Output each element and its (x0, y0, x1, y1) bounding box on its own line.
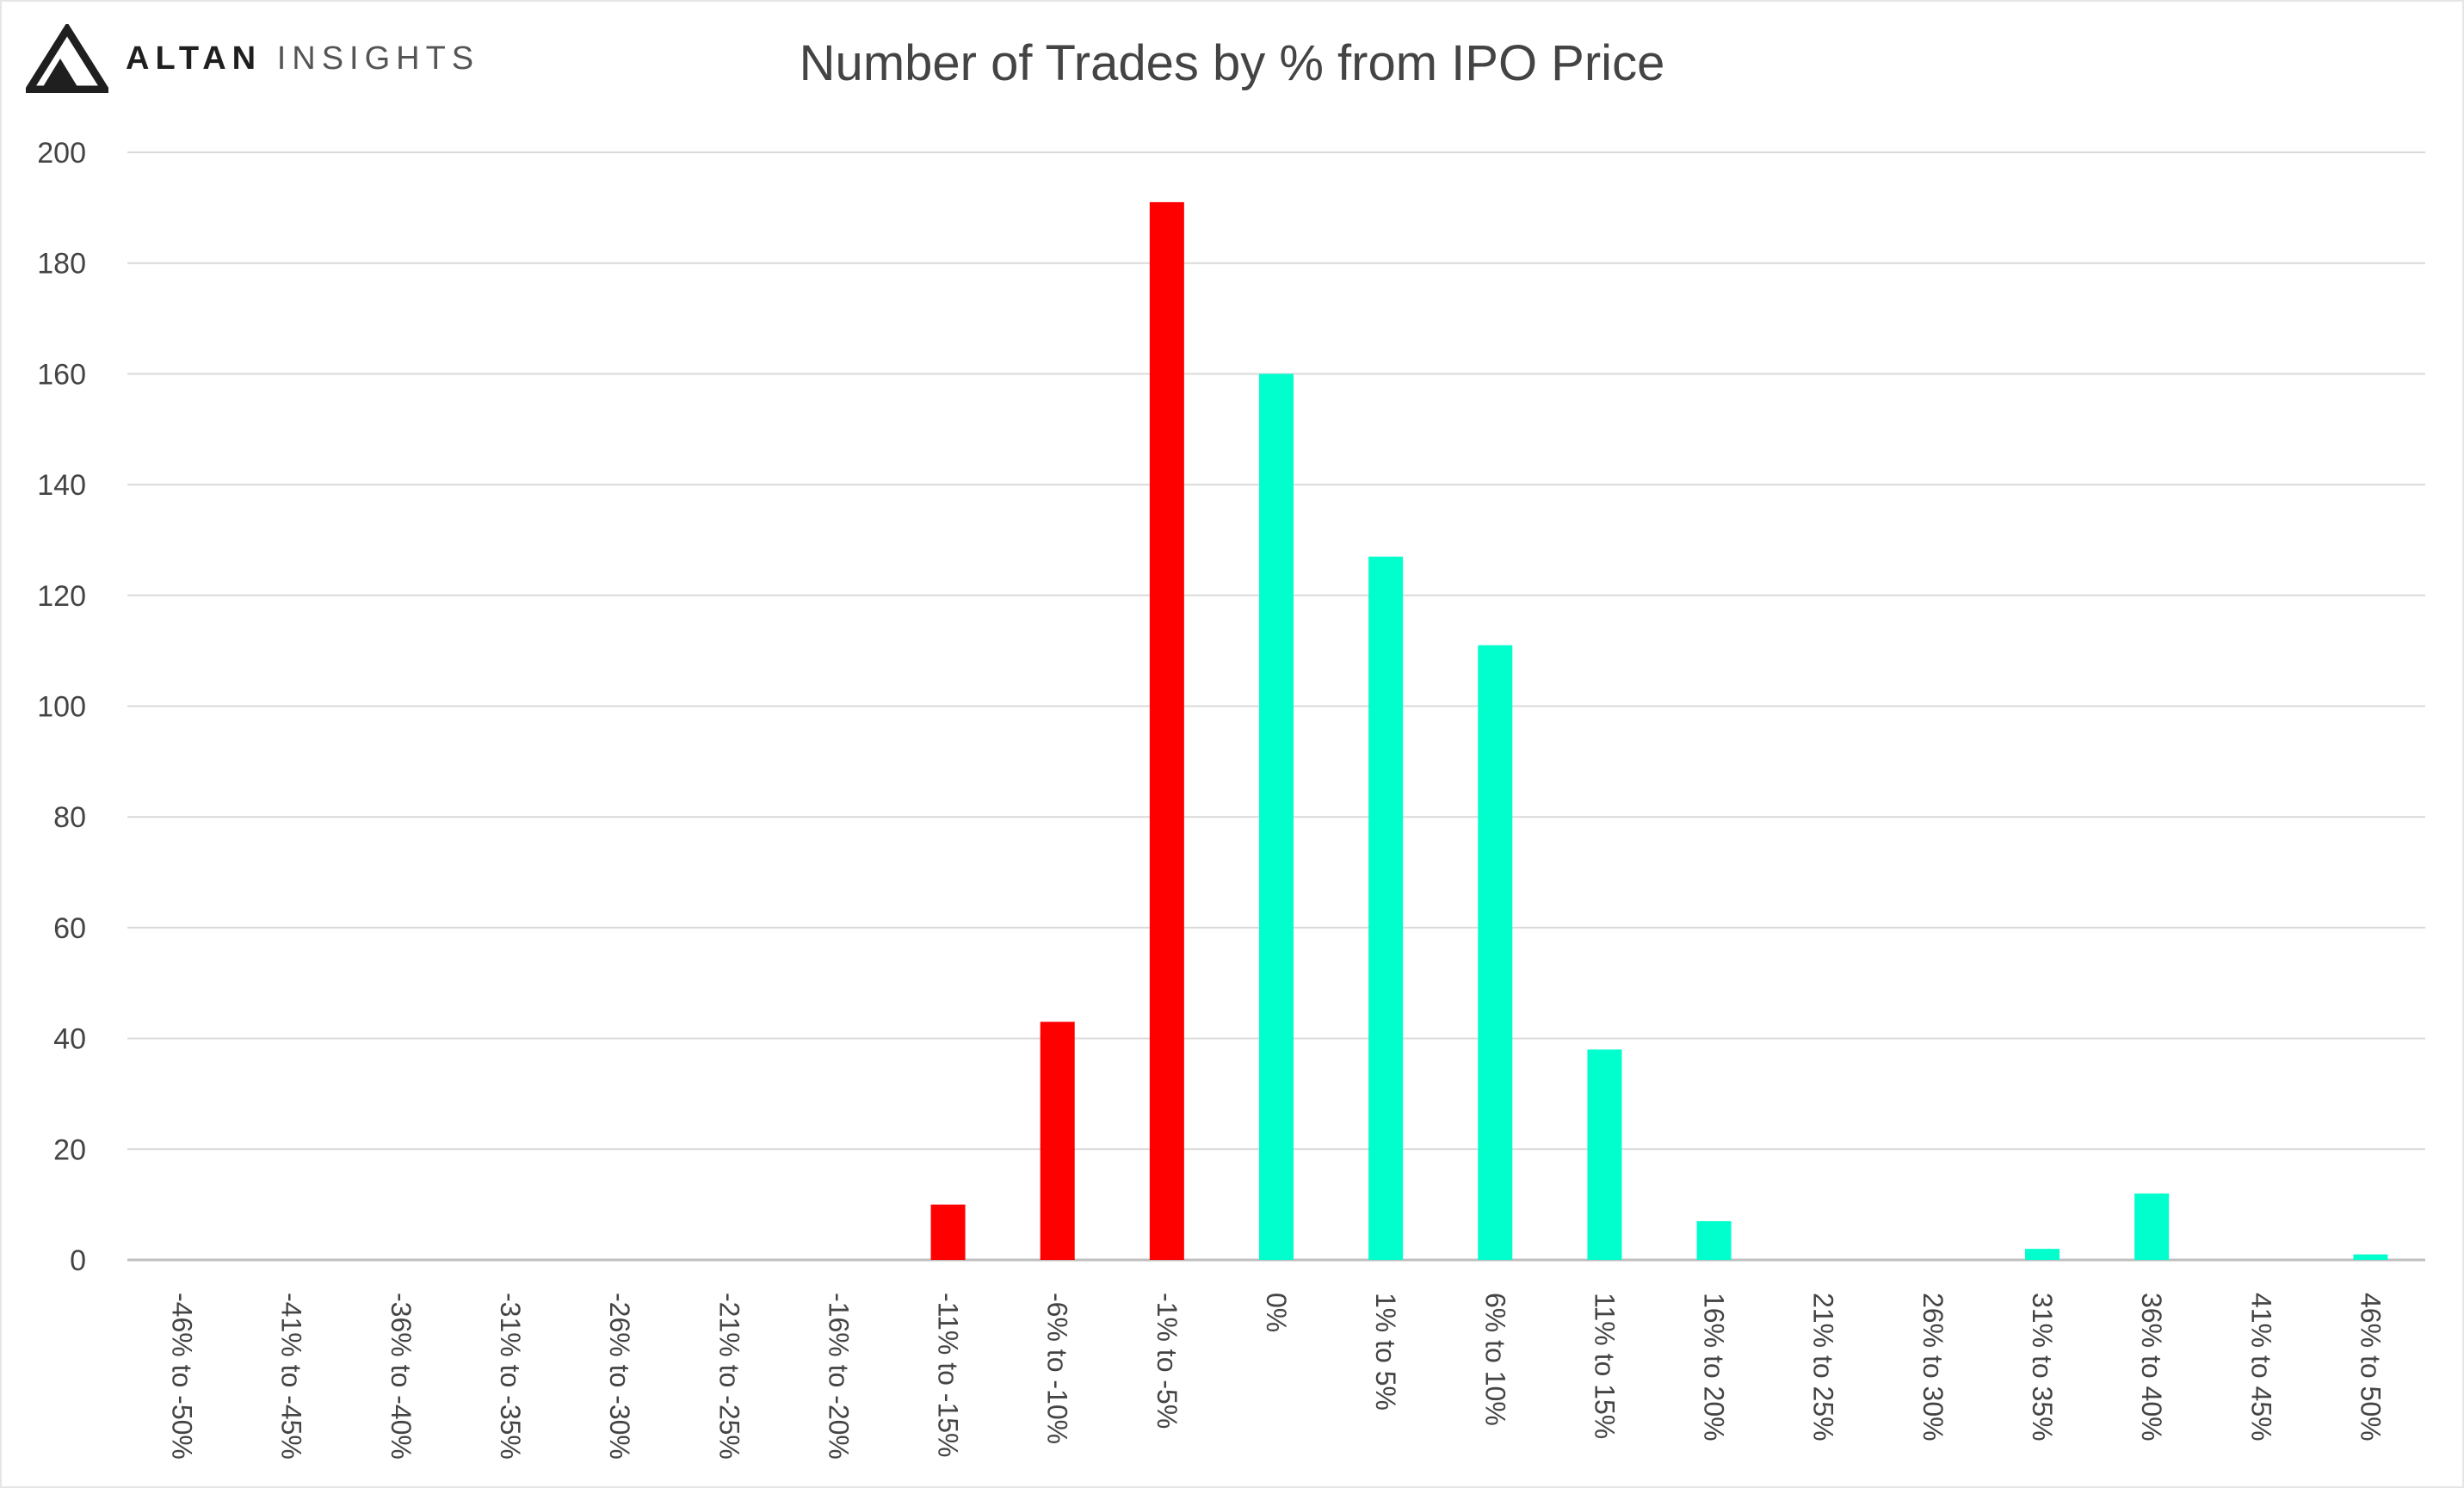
x-tick-label: 41% to 45% (2245, 1293, 2276, 1442)
x-tick-label: -11% to -15% (933, 1293, 964, 1458)
x-tick-label: 46% to 50% (2355, 1293, 2386, 1442)
x-tick-label: -41% to -45% (276, 1293, 307, 1460)
y-tick-label: 140 (37, 469, 86, 502)
bar (2353, 1254, 2388, 1260)
y-tick-label: 180 (37, 248, 86, 281)
x-axis-ticks: -46% to -50% -41% to -45% -36% to -40% -31%… (167, 1293, 2387, 1460)
y-tick-label: 160 (37, 358, 86, 391)
brand-logo: ALTAN INSIGHTS (26, 24, 479, 93)
y-tick-label: 20 (53, 1133, 86, 1166)
bar (2025, 1249, 2060, 1260)
bar (2134, 1193, 2170, 1260)
x-tick-label: 31% to 35% (2027, 1293, 2058, 1442)
y-tick-label: 60 (53, 912, 86, 945)
x-tick-label: -1% to -5% (1152, 1293, 1183, 1429)
y-axis-ticks: 0 20 40 60 80 100 120 140 160 180 200 (37, 137, 86, 1277)
bar (1478, 645, 1513, 1260)
x-tick-label: -31% to -35% (495, 1293, 526, 1460)
y-tick-label: 40 (53, 1023, 86, 1056)
x-tick-label: 26% to 30% (1917, 1293, 1948, 1442)
x-tick-label: -6% to -10% (1042, 1293, 1073, 1444)
y-tick-label: 100 (37, 691, 86, 724)
triangle-peak-icon (26, 24, 108, 93)
x-tick-label: -26% to -30% (604, 1293, 635, 1460)
x-tick-label: -36% to -40% (386, 1293, 417, 1460)
x-tick-label: 6% to 10% (1479, 1293, 1510, 1426)
y-tick-label: 200 (37, 137, 86, 170)
brand-name-light: INSIGHTS (276, 40, 480, 77)
x-tick-label: -46% to -50% (167, 1293, 198, 1460)
y-tick-label: 0 (70, 1244, 86, 1277)
bars (930, 201, 2388, 1260)
x-tick-label: 36% to 40% (2136, 1293, 2167, 1442)
brand-name: ALTAN INSIGHTS (126, 40, 479, 77)
x-tick-label: 1% to 5% (1370, 1293, 1401, 1411)
y-tick-label: 120 (37, 580, 86, 613)
brand-name-strong: ALTAN (126, 40, 262, 77)
chart-title: Number of Trades by % from IPO Price (799, 35, 1665, 91)
bar (930, 1204, 966, 1260)
y-tick-label: 80 (53, 801, 86, 834)
x-tick-label: -21% to -25% (713, 1293, 744, 1460)
x-tick-label: 16% to 20% (1699, 1293, 1730, 1442)
x-tick-label: 11% to 15% (1589, 1293, 1620, 1439)
bar (1368, 556, 1404, 1260)
bar (1587, 1049, 1622, 1260)
bar (1696, 1220, 1732, 1260)
x-tick-label: -16% to -20% (823, 1293, 854, 1460)
x-tick-label: 0% (1261, 1293, 1292, 1332)
bar (1259, 374, 1294, 1260)
bar (1040, 1022, 1075, 1260)
x-tick-label: 21% to 25% (1808, 1293, 1839, 1442)
bar (1149, 201, 1184, 1260)
